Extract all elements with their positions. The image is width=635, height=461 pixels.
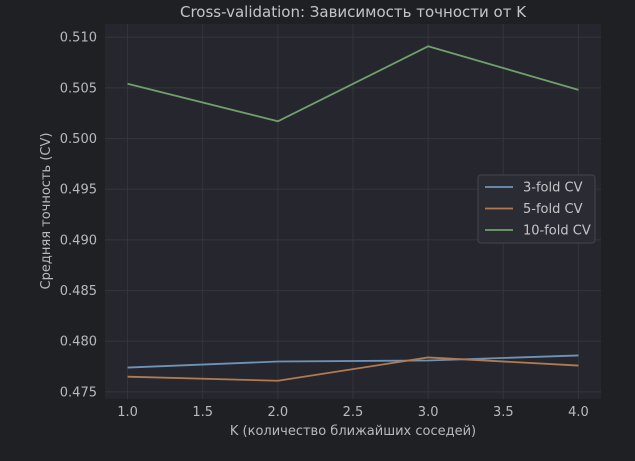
y-tick-label: 0.480 xyxy=(60,335,97,350)
y-tick-label: 0.475 xyxy=(60,385,97,400)
legend: 3-fold CV 5-fold CV 10-fold CV xyxy=(477,174,596,244)
legend-entry: 5-fold CV xyxy=(523,202,583,217)
x-tick-label: 3.5 xyxy=(493,405,514,420)
y-tick-label: 0.490 xyxy=(60,233,97,248)
x-tick-label: 3.0 xyxy=(418,405,439,420)
series-line-10-fold-cv xyxy=(127,45,579,123)
series-lines xyxy=(127,45,579,382)
x-tick-label: 2.0 xyxy=(268,405,289,420)
y-axis-ticks: 0.475 0.480 0.485 0.490 0.495 0.500 0.505 0.510 xyxy=(60,31,97,401)
series-line-3-fold-cv xyxy=(127,354,579,369)
y-tick-label: 0.505 xyxy=(60,81,97,96)
legend-entry: 10-fold CV xyxy=(523,224,591,239)
y-tick-label: 0.510 xyxy=(60,31,97,46)
y-tick-label: 0.495 xyxy=(60,183,97,198)
x-tick-label: 1.5 xyxy=(192,405,213,420)
legend-box xyxy=(477,174,596,244)
x-tick-label: 1.0 xyxy=(117,405,138,420)
x-axis-label: K (количество ближайших соседей) xyxy=(230,424,476,439)
x-axis-ticks: 1.0 1.5 2.0 2.5 3.0 3.5 4.0 xyxy=(117,405,589,420)
x-tick-label: 4.0 xyxy=(568,405,589,420)
y-axis-label: Средняя точность (CV) xyxy=(39,133,54,290)
y-tick-label: 0.500 xyxy=(60,132,97,147)
x-tick-label: 2.5 xyxy=(343,405,364,420)
chart-title: Cross-validation: Зависимость точности о… xyxy=(180,3,527,21)
legend-entry: 3-fold CV xyxy=(523,181,583,196)
series-line-5-fold-cv xyxy=(127,356,579,382)
y-tick-label: 0.485 xyxy=(60,284,97,299)
